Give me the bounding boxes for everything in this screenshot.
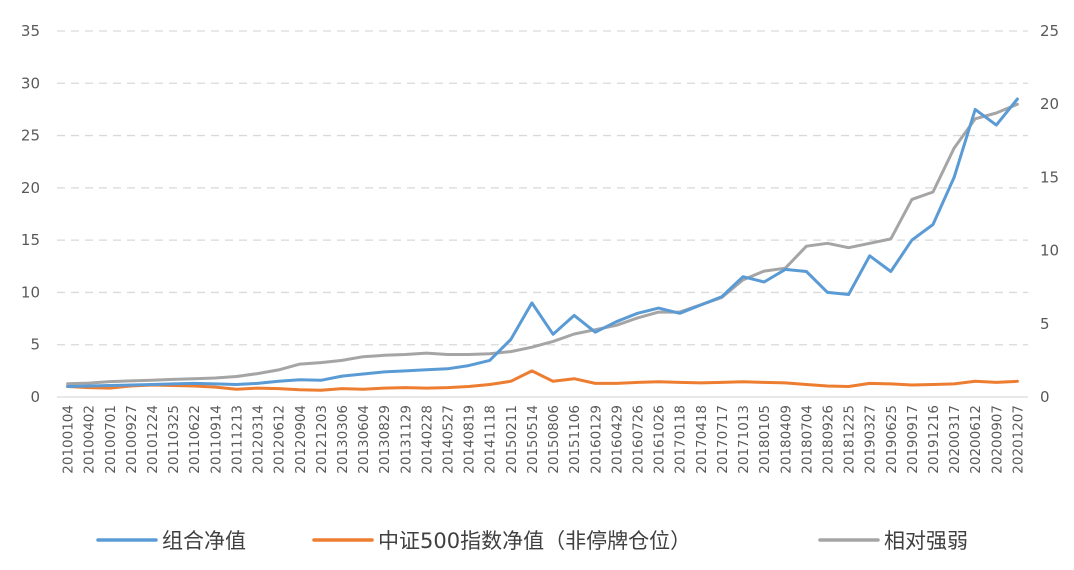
x-tick-label: 20190327 [863,405,879,474]
x-tick-label: 20130829 [377,405,393,474]
y-left-tick-label: 15 [21,231,40,249]
series-line-2 [66,102,1019,386]
x-tick-label: 20140228 [419,405,435,474]
x-tick-label: 20161026 [652,405,668,474]
x-axis: 20100104 20100402 20100701 20100927 20101224… [61,405,1027,474]
y-right-tick-label: 20 [1040,95,1059,113]
x-tick-label: 20101224 [145,405,161,474]
x-tick-label: 20140819 [462,405,478,474]
series-line-1 [66,369,1019,392]
y-axis-right: 0 5 10 15 20 25 [1040,22,1059,406]
x-tick-label: 20170118 [673,405,689,474]
x-tick-label: 20141118 [483,405,499,474]
y-left-tick-label: 25 [21,127,40,145]
x-tick-label: 20151106 [567,405,583,474]
x-tick-label: 20180926 [820,405,836,474]
x-tick-label: 20160129 [588,405,604,474]
y-left-tick-label: 5 [30,336,40,354]
x-tick-label: 20170418 [694,405,710,474]
x-tick-label: 20100402 [82,405,98,474]
x-tick-label: 20120904 [293,405,309,474]
legend-label-2: 相对强弱 [884,529,968,553]
x-tick-label: 20131129 [398,405,414,474]
y-right-tick-label: 15 [1040,168,1059,186]
series-lines [66,97,1019,392]
x-tick-label: 20171013 [736,405,752,474]
y-right-tick-label: 0 [1040,388,1050,406]
x-tick-label: 20160726 [630,405,646,474]
x-tick-label: 20120314 [251,405,267,474]
x-tick-label: 20100927 [124,405,140,474]
y-right-tick-label: 5 [1040,315,1050,333]
y-left-tick-label: 10 [21,283,40,301]
y-left-tick-label: 20 [21,179,40,197]
x-tick-label: 20120612 [272,405,288,474]
x-tick-label: 20130306 [335,405,351,474]
y-left-tick-label: 30 [21,74,40,92]
x-tick-label: 20150806 [546,405,562,474]
x-tick-label: 20100104 [61,405,77,474]
gridlines [57,30,1028,398]
x-tick-label: 20180409 [778,405,794,474]
x-tick-label: 20200317 [947,405,963,474]
legend-label-0: 组合净值 [162,529,246,553]
x-tick-label: 20121203 [314,405,330,474]
x-tick-label: 20150514 [525,405,541,474]
x-tick-label: 20200907 [989,405,1005,474]
x-tick-label: 20180105 [757,405,773,474]
x-tick-label: 20190917 [905,405,921,474]
x-tick-label: 20191216 [926,405,942,474]
x-tick-label: 20190625 [884,405,900,474]
x-tick-label: 20180704 [799,405,815,474]
x-tick-label: 20110325 [166,405,182,474]
x-tick-label: 20100701 [103,405,119,474]
y-left-tick-label: 0 [30,388,40,406]
x-tick-label: 20110622 [187,405,203,474]
y-left-tick-label: 35 [21,22,40,40]
x-tick-label: 20160429 [609,405,625,474]
x-tick-label: 20200612 [968,405,984,474]
legend: 组合净值 中证500指数净值（非停牌仓位） 相对强弱 [96,529,968,553]
x-tick-label: 20181225 [842,405,858,474]
x-tick-label: 20201207 [1010,405,1026,474]
x-tick-label: 20170717 [715,405,731,474]
y-axis-left: 0 5 10 15 20 25 30 35 [21,22,40,406]
y-right-tick-label: 10 [1040,242,1059,260]
legend-label-1: 中证500指数净值（非停牌仓位） [378,529,691,553]
x-tick-label: 20130604 [356,405,372,474]
x-tick-label: 20110914 [208,405,224,474]
x-tick-label: 20111213 [229,405,245,474]
x-tick-label: 20140527 [441,405,457,474]
y-right-tick-label: 25 [1040,22,1059,40]
x-tick-label: 20150211 [504,405,520,474]
series-line-0 [66,97,1019,388]
